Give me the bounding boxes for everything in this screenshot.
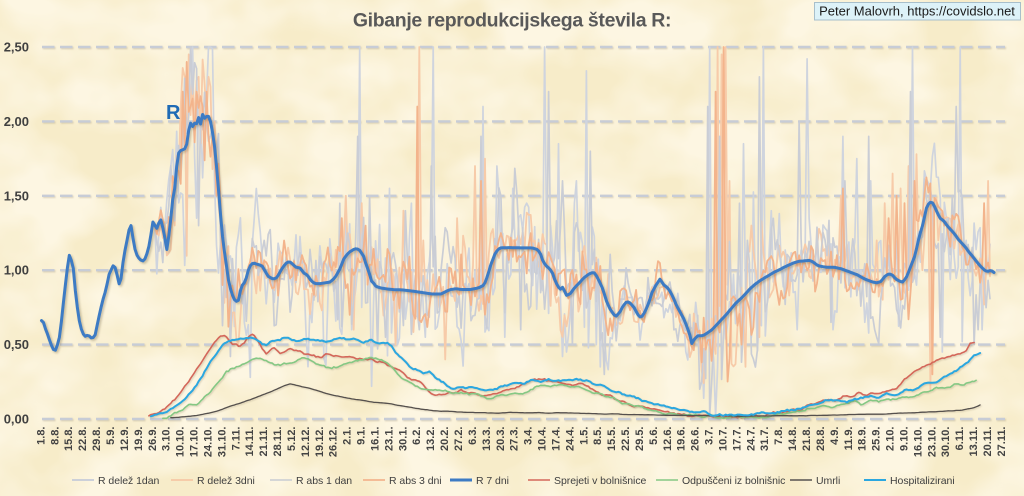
svg-text:23.1.: 23.1. bbox=[383, 427, 395, 451]
svg-text:27.11.: 27.11. bbox=[996, 427, 1008, 457]
svg-text:16.10.: 16.10. bbox=[912, 427, 924, 458]
svg-text:20.3.: 20.3. bbox=[495, 427, 507, 451]
svg-text:13.3.: 13.3. bbox=[481, 427, 493, 451]
svg-text:4.9.: 4.9. bbox=[829, 427, 841, 445]
svg-text:Hospitalizirani: Hospitalizirani bbox=[890, 475, 955, 487]
svg-text:5.6.: 5.6. bbox=[648, 427, 660, 445]
svg-text:1.8.: 1.8. bbox=[35, 427, 47, 445]
svg-text:25.9.: 25.9. bbox=[871, 427, 883, 451]
svg-text:12.6.: 12.6. bbox=[662, 427, 674, 451]
svg-text:31.10.: 31.10. bbox=[216, 427, 228, 458]
svg-text:8.5.: 8.5. bbox=[592, 427, 604, 445]
svg-text:R 7 dni: R 7 dni bbox=[476, 475, 509, 487]
svg-text:R: R bbox=[166, 102, 181, 124]
svg-text:10.10.: 10.10. bbox=[175, 427, 187, 458]
svg-text:0,00: 0,00 bbox=[4, 412, 29, 427]
svg-text:8.8.: 8.8. bbox=[49, 427, 61, 445]
svg-text:9.10.: 9.10. bbox=[898, 427, 910, 451]
svg-text:3.4.: 3.4. bbox=[523, 427, 535, 445]
svg-text:7.8.: 7.8. bbox=[773, 427, 785, 445]
svg-text:28.11.: 28.11. bbox=[272, 427, 284, 457]
svg-text:24.7.: 24.7. bbox=[745, 427, 757, 451]
svg-text:23.10.: 23.10. bbox=[926, 427, 938, 458]
svg-text:27.2.: 27.2. bbox=[453, 427, 465, 451]
svg-text:1,00: 1,00 bbox=[4, 263, 29, 278]
svg-text:30.1.: 30.1. bbox=[397, 427, 409, 451]
svg-text:10.7.: 10.7. bbox=[718, 427, 730, 451]
svg-text:Sprejeti v bolnišnice: Sprejeti v bolnišnice bbox=[554, 475, 647, 487]
svg-text:6.2.: 6.2. bbox=[411, 427, 423, 445]
svg-text:14.11.: 14.11. bbox=[244, 427, 256, 457]
svg-text:Odpuščeni iz bolnišnic: Odpuščeni iz bolnišnic bbox=[682, 475, 785, 487]
svg-text:15.8.: 15.8. bbox=[63, 427, 75, 451]
svg-text:2.1.: 2.1. bbox=[342, 427, 354, 445]
svg-text:26.9.: 26.9. bbox=[147, 427, 159, 451]
svg-text:16.1.: 16.1. bbox=[370, 427, 382, 451]
svg-text:20.11.: 20.11. bbox=[982, 427, 994, 457]
svg-text:21.8.: 21.8. bbox=[801, 427, 813, 451]
svg-text:1.5.: 1.5. bbox=[578, 427, 590, 445]
svg-text:0,50: 0,50 bbox=[4, 337, 29, 352]
svg-text:R delež 3dni: R delež 3dni bbox=[197, 475, 255, 487]
svg-text:15.5.: 15.5. bbox=[606, 427, 618, 451]
svg-text:13.11.: 13.11. bbox=[968, 427, 980, 457]
svg-text:19.12.: 19.12. bbox=[314, 427, 326, 458]
svg-text:5.9.: 5.9. bbox=[105, 427, 117, 445]
svg-text:R abs 1 dan: R abs 1 dan bbox=[296, 475, 352, 487]
svg-text:21.11.: 21.11. bbox=[258, 427, 270, 457]
svg-text:26.6.: 26.6. bbox=[690, 427, 702, 451]
svg-text:22.5.: 22.5. bbox=[620, 427, 632, 451]
svg-text:20.2.: 20.2. bbox=[439, 427, 451, 451]
svg-text:9.1.: 9.1. bbox=[356, 427, 368, 445]
svg-text:26.12.: 26.12. bbox=[328, 427, 340, 458]
svg-text:17.4.: 17.4. bbox=[550, 427, 562, 451]
svg-text:27.3.: 27.3. bbox=[509, 427, 521, 451]
svg-text:3.7.: 3.7. bbox=[704, 427, 716, 445]
svg-text:19.9.: 19.9. bbox=[133, 427, 145, 451]
svg-text:2.10.: 2.10. bbox=[885, 427, 897, 451]
svg-text:Gibanje reprodukcijskega števi: Gibanje reprodukcijskega števila R: bbox=[353, 10, 671, 32]
svg-text:Umrli: Umrli bbox=[816, 475, 840, 487]
svg-text:6.11.: 6.11. bbox=[954, 427, 966, 451]
svg-text:14.8.: 14.8. bbox=[787, 427, 799, 451]
svg-text:17.10.: 17.10. bbox=[189, 427, 201, 458]
svg-text:18.9.: 18.9. bbox=[857, 427, 869, 451]
svg-text:11.9.: 11.9. bbox=[843, 427, 855, 451]
svg-text:R abs 3 dni: R abs 3 dni bbox=[389, 475, 442, 487]
svg-text:24.10.: 24.10. bbox=[202, 427, 214, 458]
svg-text:19.6.: 19.6. bbox=[676, 427, 688, 451]
svg-text:17.7.: 17.7. bbox=[731, 427, 743, 451]
svg-text:13.2.: 13.2. bbox=[425, 427, 437, 451]
svg-text:28.8.: 28.8. bbox=[815, 427, 827, 451]
svg-text:3.10.: 3.10. bbox=[161, 427, 173, 451]
svg-text:2,50: 2,50 bbox=[4, 40, 29, 55]
svg-text:R delež 1dan: R delež 1dan bbox=[98, 475, 159, 487]
svg-text:22.8.: 22.8. bbox=[77, 427, 89, 451]
svg-text:1,50: 1,50 bbox=[4, 188, 29, 203]
svg-text:31.7.: 31.7. bbox=[759, 427, 771, 451]
svg-text:30.10.: 30.10. bbox=[940, 427, 952, 458]
svg-text:6.3.: 6.3. bbox=[467, 427, 479, 445]
svg-text:12.12.: 12.12. bbox=[300, 427, 312, 458]
svg-text:Peter Malovrh, https://covidsl: Peter Malovrh, https://covidslo.net bbox=[819, 4, 1015, 19]
svg-text:7.11.: 7.11. bbox=[230, 427, 242, 451]
svg-text:29.5.: 29.5. bbox=[634, 427, 646, 451]
svg-text:5.12.: 5.12. bbox=[286, 427, 298, 451]
svg-text:24.4.: 24.4. bbox=[564, 427, 576, 451]
svg-text:12.9.: 12.9. bbox=[119, 427, 131, 451]
svg-text:2,00: 2,00 bbox=[4, 114, 29, 129]
svg-text:29.8.: 29.8. bbox=[91, 427, 103, 451]
svg-text:10.4.: 10.4. bbox=[537, 427, 549, 451]
